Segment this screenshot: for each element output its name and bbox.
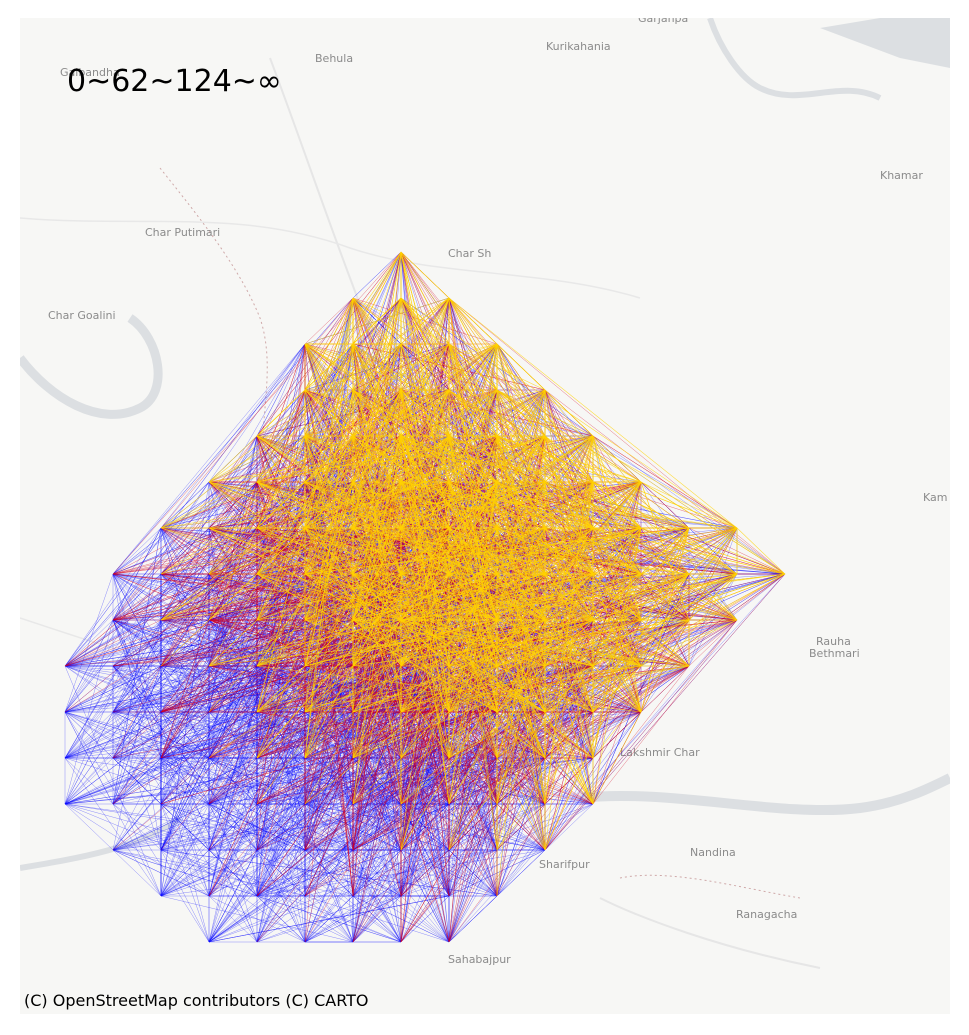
place-label-rauha: Rauha xyxy=(816,635,851,648)
place-label-sahabajpur: Sahabajpur xyxy=(448,953,511,966)
place-label-behula: Behula xyxy=(315,52,353,65)
place-label-char-sh: Char Sh xyxy=(448,247,491,260)
road-2 xyxy=(20,217,641,299)
place-label-nandina: Nandina xyxy=(690,846,736,859)
place-label-kam: Kam xyxy=(923,491,947,504)
place-label-bethmari: Bethmari xyxy=(809,647,860,660)
flow-lines-high xyxy=(160,251,786,897)
place-label-gaibandha: Gaibandha xyxy=(60,66,120,79)
place-labels: Garjanpa Kurikahania Behula Gaibandha Char P… xyxy=(48,18,947,966)
road-3 xyxy=(599,897,821,969)
place-label-kurikahania: Kurikahania xyxy=(546,40,611,53)
map-frame[interactable]: Garjanpa Kurikahania Behula Gaibandha Char P… xyxy=(20,18,950,1014)
place-label-khamar: Khamar xyxy=(880,169,923,182)
river-bottom xyxy=(579,773,950,815)
place-label-sharifpur: Sharifpur xyxy=(539,858,590,871)
place-label-ranagacha: Ranagacha xyxy=(736,908,797,921)
boundary-2 xyxy=(619,874,801,899)
river-left xyxy=(20,314,163,419)
basemap xyxy=(20,18,950,969)
place-label-char-putimari: Char Putimari xyxy=(145,226,220,239)
river-top-right xyxy=(707,18,882,101)
water-patch xyxy=(820,18,950,68)
map-canvas[interactable]: Garjanpa Kurikahania Behula Gaibandha Char P… xyxy=(20,18,950,1014)
place-label-garjanpa: Garjanpa xyxy=(638,18,688,25)
map-attribution: (C) OpenStreetMap contributors (C) CARTO xyxy=(24,991,369,1010)
flow-legend: 0~62~124~∞ xyxy=(67,64,282,99)
place-label-char-goalini: Char Goalini xyxy=(48,309,116,322)
place-label-lakshmir-char: Lakshmir Char xyxy=(620,746,700,759)
river-bottom-left xyxy=(20,815,182,871)
